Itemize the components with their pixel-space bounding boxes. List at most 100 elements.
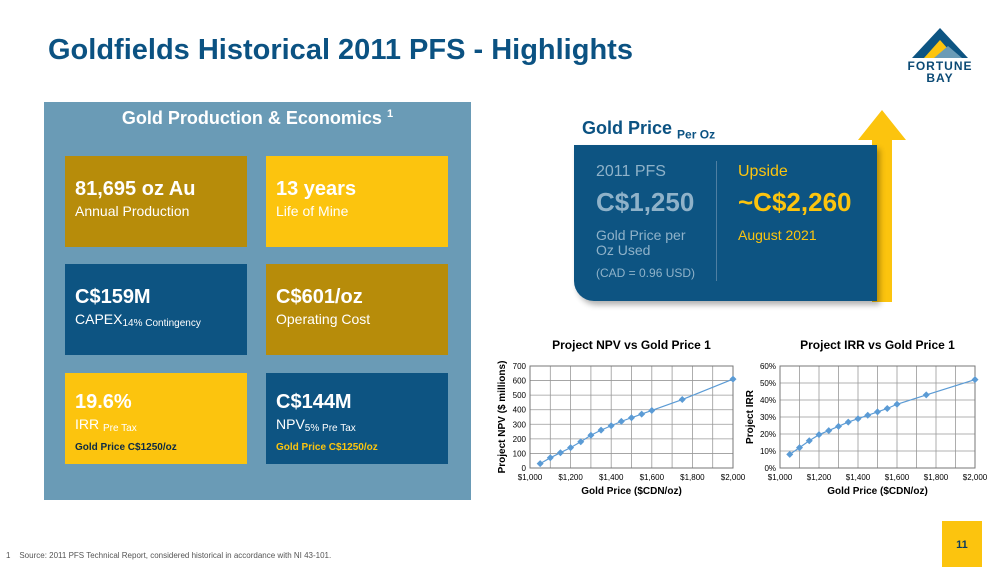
irr-tile: 19.6% IRR Pre Tax Gold Price C$1250/oz (65, 373, 247, 464)
pfs-price-desc: Gold Price per Oz Used (596, 227, 686, 258)
x-axis-label: Gold Price ($CDN/oz) (581, 486, 682, 497)
chart-title: Project NPV vs Gold Price 1 (552, 338, 711, 352)
tile-note: Gold Price C$1250/oz (75, 442, 177, 453)
tile-value: 81,695 oz Au (75, 178, 196, 200)
footnote: 1 Source: 2011 PFS Technical Report, con… (6, 551, 332, 560)
x-tick-label: $2,000 (721, 473, 746, 482)
tile-value: 13 years (276, 178, 357, 200)
tile-note: Gold Price C$1250/oz (276, 442, 378, 453)
tile-label: Operating Cost (276, 311, 371, 327)
y-axis-label: Project IRR (745, 389, 756, 444)
y-tick-label: 500 (513, 391, 527, 400)
x-axis-label: Gold Price ($CDN/oz) (827, 486, 928, 497)
data-point (617, 417, 625, 425)
y-tick-label: 400 (513, 406, 527, 415)
x-tick-label: $1,400 (846, 473, 871, 482)
upside-label: Upside (738, 163, 788, 180)
data-point (922, 391, 930, 399)
data-point (628, 414, 635, 422)
upside-price-value: ~C$2,260 (738, 187, 852, 217)
divider (716, 161, 717, 281)
cad-rate: (CAD = 0.96 USD) (596, 266, 696, 280)
pfs-price-value: C$1,250 (596, 187, 695, 217)
tile-label: Annual Production (75, 203, 190, 219)
x-tick-label: $2,000 (963, 473, 988, 482)
tile-label: Life of Mine (276, 203, 349, 219)
data-point (597, 426, 605, 434)
y-tick-label: 600 (513, 377, 527, 386)
gold-production-panel: Gold Production & Economics 1 81,695 oz … (44, 102, 471, 500)
y-tick-label: 30% (760, 413, 776, 422)
y-tick-label: 40% (760, 396, 776, 405)
data-point (844, 418, 852, 426)
irr-chart: Project IRR vs Gold Price 1 0% 10% 20% 30% 40… (745, 338, 988, 497)
data-point (864, 411, 872, 419)
data-point (825, 427, 833, 435)
tile-value: C$159M (75, 286, 151, 308)
x-tick-label: $1,200 (558, 473, 583, 482)
upside-date: August 2021 (738, 227, 817, 243)
y-tick-label: 0 (522, 464, 527, 473)
y-tick-label: 0% (764, 464, 776, 473)
x-tick-label: $1,600 (885, 473, 910, 482)
y-axis-label: Project NPV ($ millions) (497, 361, 508, 474)
y-tick-label: 200 (513, 435, 527, 444)
y-tick-label: 10% (760, 447, 776, 456)
tile-value: C$144M (276, 391, 352, 413)
gold-price-box: 2011 PFS C$1,250 Gold Price per Oz Used (… (574, 145, 877, 301)
data-point (874, 408, 881, 416)
tile-value: C$601/oz (276, 286, 363, 308)
data-point (607, 422, 615, 430)
data-point (729, 375, 737, 383)
data-point (546, 454, 554, 462)
page-number: 11 (942, 521, 982, 567)
operating-cost-tile: C$601/oz Operating Cost (266, 264, 448, 355)
logo-text: FORTUNE BAY (907, 59, 973, 85)
data-point (835, 422, 842, 430)
tile-label: IRR Pre Tax (75, 416, 137, 434)
tile-label: CAPEX14% Contingency (75, 311, 201, 329)
tile-value: 19.6% (75, 391, 132, 413)
data-point (577, 438, 585, 446)
data-point (971, 376, 979, 384)
fortune-bay-logo (912, 28, 968, 58)
y-tick-label: 60% (760, 362, 776, 371)
pfs-price-column: 2011 PFS C$1,250 Gold Price per Oz Used (… (596, 163, 718, 280)
life-of-mine-tile: 13 years Life of Mine (266, 156, 448, 247)
x-tick-label: $1,800 (924, 473, 949, 482)
x-tick-label: $1,000 (518, 473, 543, 482)
data-point (678, 396, 686, 404)
y-tick-label: 50% (760, 379, 776, 388)
y-tick-label: 700 (513, 362, 527, 371)
x-tick-label: $1,000 (768, 473, 793, 482)
data-point (805, 437, 813, 445)
data-point (854, 415, 862, 423)
data-point (648, 406, 656, 414)
npv-chart: Project NPV vs Gold Price 1 0 100 200 300 400… (497, 338, 746, 497)
panel-title: Gold Production & Economics 1 (121, 108, 394, 128)
page-title: Goldfields Historical 2011 PFS - Highlig… (48, 34, 633, 66)
data-point (786, 450, 794, 458)
y-tick-label: 20% (760, 430, 776, 439)
upside-arrow-icon (858, 110, 906, 302)
data-point (638, 410, 646, 418)
x-tick-label: $1,200 (807, 473, 832, 482)
x-tick-label: $1,800 (680, 473, 705, 482)
data-point (587, 431, 595, 439)
series-line (539, 378, 734, 465)
upside-price-column: Upside ~C$2,260 August 2021 (738, 163, 868, 243)
data-point (796, 444, 803, 452)
tile-label: NPV5% Pre Tax (276, 416, 356, 434)
pfs-label: 2011 PFS (596, 163, 666, 180)
capex-tile: C$159M CAPEX14% Contingency (65, 264, 247, 355)
gold-price-title: Gold Price Per Oz (582, 118, 716, 142)
data-point (556, 449, 564, 457)
plot-frame (529, 365, 734, 469)
y-tick-label: 100 (513, 449, 527, 458)
x-tick-label: $1,400 (599, 473, 624, 482)
x-tick-label: $1,600 (640, 473, 665, 482)
data-point (567, 444, 575, 452)
data-point (536, 460, 544, 468)
npv-tile: C$144M NPV5% Pre Tax Gold Price C$1250/o… (266, 373, 448, 464)
plot-frame (779, 365, 976, 469)
